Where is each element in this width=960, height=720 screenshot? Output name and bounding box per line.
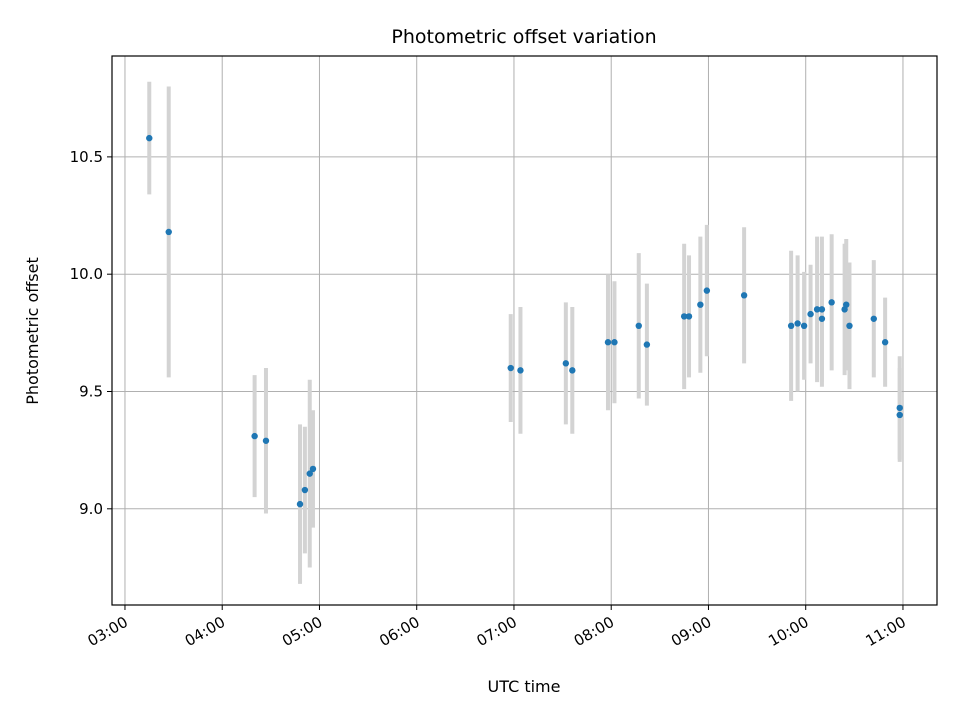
y-tick-label: 9.0 [79,500,103,518]
data-point [697,301,704,308]
data-point [800,322,808,330]
data-point [740,292,748,299]
data-point [896,404,903,412]
y-axis-label: Photometric offset [23,257,42,405]
data-point [787,322,795,330]
plot-frame [111,55,938,606]
data-point [306,470,313,477]
data-point [562,360,570,367]
data-point [680,313,688,320]
y-axis-ticks: 9.0 9.5 10.0 10.5 [70,148,112,518]
data-point [251,432,258,440]
data-point [569,367,576,374]
x-axis-label: UTC time [488,677,561,696]
data-point [611,339,618,346]
y-tick-label: 10.0 [70,265,103,283]
data-point [309,465,317,473]
y-tick-label: 9.5 [79,383,103,401]
chart-title: Photometric offset variation [391,26,656,48]
data-point [165,228,172,236]
data-point [685,313,693,320]
data-point [301,486,309,494]
data-point [846,322,853,330]
data-point [146,134,153,142]
data-point [813,306,821,313]
data-point [507,364,514,372]
data-point [818,315,826,322]
data-point [643,341,651,348]
data-point [843,301,850,308]
data-point [262,437,270,444]
data-point [703,287,711,294]
data-point [807,310,814,318]
data-points [146,134,903,508]
data-point [517,367,524,374]
data-point [870,315,877,322]
data-point [828,299,835,306]
data-point [794,320,801,327]
data-point [881,339,889,346]
data-point [296,500,304,508]
data-point [818,306,826,313]
data-point [635,322,642,330]
data-point [604,339,612,346]
y-tick-label: 10.5 [70,148,103,166]
data-point [896,411,903,419]
